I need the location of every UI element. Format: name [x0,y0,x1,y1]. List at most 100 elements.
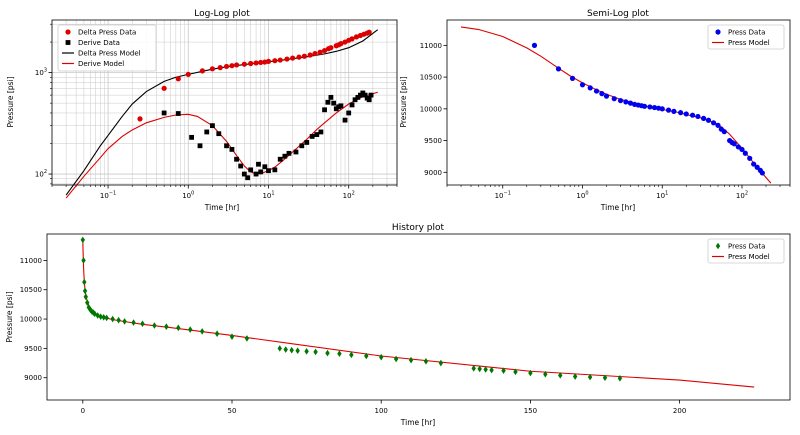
data-point-press-data [83,293,88,301]
data-point-press-data [89,308,94,315]
x-tick-label: 0 [81,407,85,415]
data-point-press-data [501,367,506,374]
data-point-delta-press-data [296,54,302,60]
legend-label: Delta Press Model [78,50,141,58]
data-point-press-data [349,351,354,359]
data-point-delta-press-data [307,52,313,58]
data-point-press-data [715,122,721,128]
y-tick-exponent: 2 [44,169,47,175]
x-tick-exponent: 1 [271,191,274,197]
data-point-press-data [683,111,689,117]
x-tick-label: 102 [736,191,748,201]
loglog-axes-frame [51,19,398,186]
x-tick-exponent: 1 [665,191,668,197]
semilog-ylabel: Pressure [psi] [399,76,408,127]
semilog-title: Semi-Log plot [587,9,649,19]
data-point-delta-press-data [290,55,296,61]
data-point-derive-data [161,110,167,116]
history-ylabel: Pressure [psi] [5,291,14,342]
data-point-press-data [593,88,600,94]
data-point-delta-press-data [328,45,334,51]
data-point-press-data [477,365,482,373]
data-point-press-data [289,346,294,354]
semilog-legend: Press Data Press Model [707,24,785,50]
data-point-press-data [721,129,727,135]
data-point-press-data [617,97,624,104]
data-point-press-data [98,313,103,321]
legend-item: Delta Press Data [65,29,136,37]
data-point-derive-data [368,92,374,98]
data-point-delta-press-data [209,66,216,72]
data-point-delta-press-data [199,68,206,74]
legend-item: Press Model [712,253,770,261]
data-point-press-data [471,365,476,372]
data-point-press-data [599,91,605,97]
legend-item: Derive Model [62,60,124,68]
data-point-press-data [558,372,563,379]
semilog-panel: Semi-Log plot 10−1 100 101 1029000950010000… [399,9,791,212]
data-point-press-data [742,150,748,156]
data-point-press-data [313,348,318,356]
data-point-press-data [337,350,342,357]
data-point-press-data [759,170,765,176]
data-point-derive-data [229,146,235,152]
data-point-derive-data [333,106,339,112]
data-point-derive-data [322,107,327,113]
y-tick-label: 11000 [20,257,42,265]
data-point-press-data [82,278,87,286]
data-point-press-data [705,117,712,123]
data-point-derive-data [197,143,203,149]
semilog-plot-area [460,26,772,184]
legend-item: Press Data [715,29,765,37]
y-tick-label: 10500 [420,74,442,82]
x-tick-label: 100 [576,191,588,201]
y-tick-label: 9000 [24,374,42,382]
legend-label: Delta Press Data [78,29,136,37]
data-point-derive-data [256,161,261,167]
data-point-press-data [229,333,235,340]
data-point-derive-data [318,129,324,135]
x-tick-exponent: 2 [745,191,748,197]
data-point-press-data [587,373,593,381]
data-point-delta-press-data [301,53,307,59]
data-point-delta-press-data [233,62,240,68]
data-point-delta-press-data [353,34,360,40]
data-point-press-data [104,314,109,322]
x-tick-exponent: 0 [191,191,194,197]
data-point-press-data [88,306,93,313]
data-point-delta-press-data [258,59,264,66]
data-point-press-data [651,104,658,111]
data-point-press-data [747,155,753,161]
data-point-press-data [483,366,488,373]
data-point-press-data [678,110,684,116]
data-point-press-data [122,318,127,325]
data-point-press-data [176,324,181,332]
data-point-derive-data [175,111,181,116]
data-point-delta-press-data [253,60,259,66]
data-point-delta-press-data [277,57,283,63]
data-point-delta-press-data [223,63,230,70]
data-point-press-data [188,326,193,333]
x-tick-label: 102 [343,191,355,201]
data-point-derive-data [241,171,247,177]
data-point-derive-data [342,117,348,123]
legend-box [707,24,785,50]
data-point-press-data [244,335,250,342]
legend-item: Press Model [712,39,770,47]
legend-marker-swatch [65,40,71,45]
semilog-xlabel: Time [hr] [600,203,636,212]
data-point-press-data [304,348,309,355]
data-point-delta-press-data [137,116,143,122]
data-point-derive-data [224,143,229,149]
y-tick-label: 9500 [24,345,42,353]
history-plot-area [80,236,755,388]
x-tick-exponent: −1 [504,191,511,197]
data-point-delta-press-data [349,36,355,42]
legend-label: Press Data [728,29,765,37]
data-point-delta-press-data [175,76,181,82]
data-point-press-data [379,353,384,361]
data-point-press-data [647,104,653,110]
data-point-press-data [627,100,634,106]
data-point-press-data [602,374,608,382]
